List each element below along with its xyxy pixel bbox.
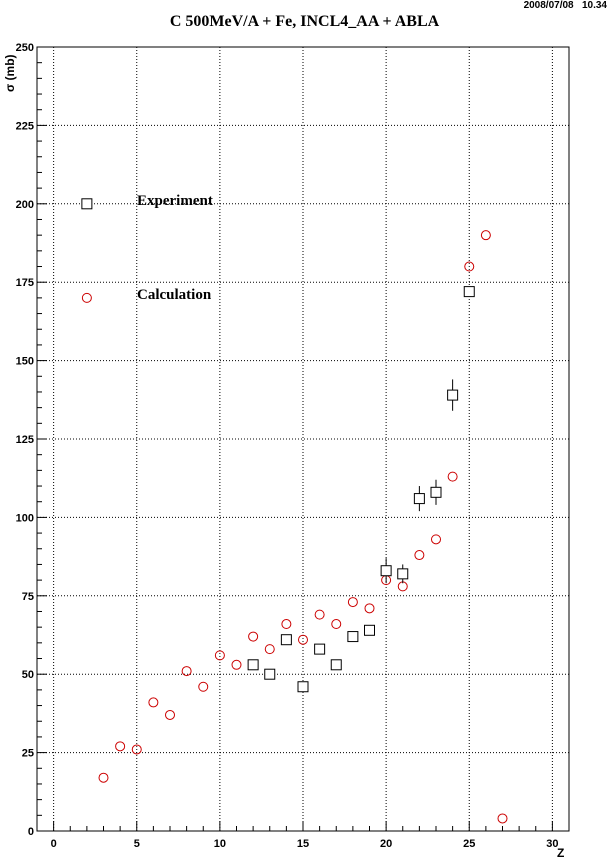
- x-tick-label: 0: [51, 838, 57, 850]
- calculation-point: [347, 597, 358, 608]
- calculation-point: [131, 744, 142, 755]
- stamp-time: 10.34: [581, 0, 607, 11]
- experiment-point: [380, 565, 392, 577]
- calculation-point: [248, 631, 259, 642]
- calculation-point: [264, 644, 275, 655]
- calculation-point: [480, 230, 491, 241]
- calculation-point: [98, 772, 109, 783]
- x-tick-label: 20: [380, 838, 392, 850]
- calculation-point: [214, 650, 225, 661]
- y-tick-label: 25: [22, 748, 34, 760]
- experiment-point: [463, 286, 475, 298]
- calculation-point: [331, 619, 342, 630]
- experiment-point: [430, 486, 442, 498]
- experiment-point: [413, 493, 425, 505]
- calculation-point: [364, 603, 375, 614]
- calculation-point: [464, 261, 475, 272]
- calculation-point: [447, 471, 458, 482]
- legend-label-experiment: Experiment: [137, 193, 213, 209]
- calculation-point: [181, 666, 192, 677]
- y-tick-label: 200: [16, 199, 34, 211]
- experiment-point: [314, 643, 326, 655]
- experiment-point: [347, 631, 359, 643]
- timestamp: 2008/07/08 10.34: [524, 0, 607, 11]
- axes: 0 5 10 15 20 25 30 0 25 50 75 100 125 150 175 200 225 250: [16, 42, 570, 850]
- experiment-point: [330, 659, 342, 671]
- chart-title: C 500MeV/A + Fe, INCL4_AA + ABLA: [169, 13, 440, 30]
- experiment-point: [397, 568, 409, 580]
- calculation-point: [314, 609, 325, 620]
- legend-marker-calculation: [81, 292, 92, 303]
- calculation-point: [497, 813, 508, 824]
- y-tick-label: 250: [16, 42, 34, 54]
- calculation-point: [165, 709, 175, 720]
- experiment-point: [264, 668, 276, 680]
- legend-label-calculation: Calculation: [137, 287, 212, 303]
- y-tick-label: 150: [16, 356, 34, 368]
- experiment-point: [447, 389, 459, 401]
- x-tick-label: 5: [134, 838, 140, 850]
- calculation-point: [298, 634, 308, 645]
- grid-lines: [37, 46, 569, 832]
- y-tick-label: 125: [16, 434, 34, 446]
- calculation-point: [281, 619, 292, 630]
- data-marks: [98, 230, 508, 824]
- calculation-point: [431, 534, 441, 545]
- x-axis-label: Z: [557, 846, 564, 859]
- calculation-point: [198, 681, 209, 692]
- y-axis-label: σ (mb): [3, 54, 17, 92]
- y-tick-label: 50: [22, 669, 34, 681]
- experiment-point: [297, 681, 309, 693]
- calculation-point: [115, 741, 126, 752]
- x-tick-label: 10: [214, 838, 226, 850]
- experiment-point: [280, 634, 292, 646]
- calculation-point: [414, 550, 425, 561]
- y-tick-label: 175: [16, 277, 34, 289]
- y-tick-label: 75: [22, 591, 34, 603]
- experiment-point: [364, 624, 375, 636]
- calculation-point: [231, 659, 242, 670]
- y-tick-label: 225: [16, 120, 34, 132]
- stamp-date: 2008/07/08: [523, 0, 574, 11]
- x-tick-label: 15: [297, 838, 309, 850]
- experiment-point: [247, 659, 259, 671]
- y-tick-label: 0: [28, 826, 34, 838]
- legend: Experiment Calculation: [81, 193, 213, 303]
- legend-marker-experiment: [81, 198, 93, 210]
- x-tick-label: 30: [546, 838, 558, 850]
- y-tick-label: 100: [16, 512, 34, 524]
- calculation-point: [148, 697, 159, 708]
- x-tick-label: 25: [463, 838, 475, 850]
